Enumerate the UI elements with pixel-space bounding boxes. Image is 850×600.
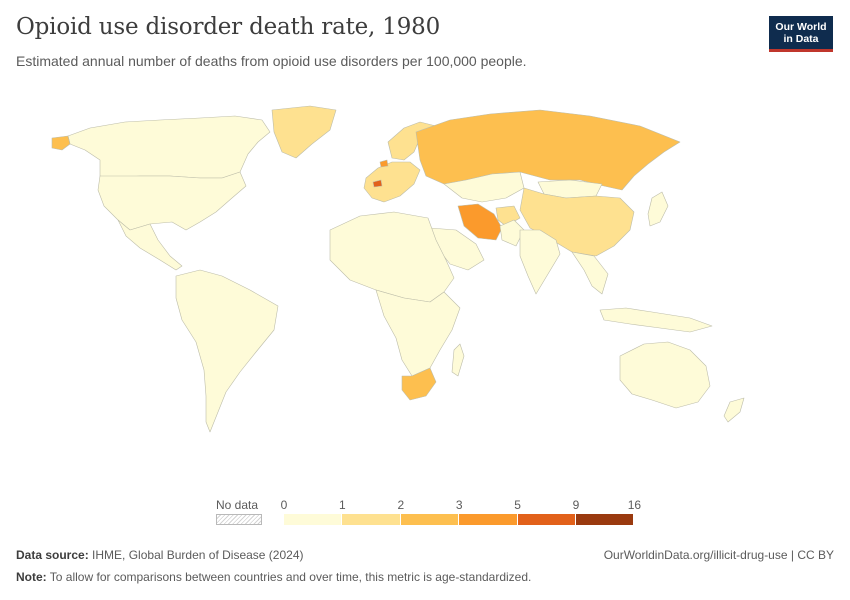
region-se-asia[interactable] xyxy=(571,251,609,295)
region-switzerland[interactable] xyxy=(372,179,383,188)
legend: No data 0 1 2 3 5 9 16 xyxy=(0,497,850,537)
logo-line-2: in Data xyxy=(783,33,819,45)
data-source: Data source: IHME, Global Burden of Dise… xyxy=(16,548,303,562)
region-iran[interactable] xyxy=(457,203,503,241)
legend-bin-0[interactable] xyxy=(284,514,343,525)
region-new-zealand[interactable] xyxy=(723,397,745,423)
legend-tick-label: 1 xyxy=(339,498,346,512)
legend-bin-5[interactable] xyxy=(576,514,635,525)
note: Note: To allow for comparisons between c… xyxy=(16,570,531,584)
region-mexico[interactable] xyxy=(117,219,183,271)
region-netherlands[interactable] xyxy=(379,159,389,168)
region-brazil[interactable] xyxy=(175,269,279,433)
legend-tick-label: 3 xyxy=(455,498,463,512)
world-map[interactable] xyxy=(0,80,850,490)
chart-subtitle: Estimated annual number of deaths from o… xyxy=(16,53,527,69)
region-india[interactable] xyxy=(519,229,561,295)
region-algeria-north-africa[interactable] xyxy=(329,211,455,303)
region-central-africa[interactable] xyxy=(375,289,461,377)
owid-logo[interactable]: Our World in Data xyxy=(769,16,833,52)
note-label: Note: xyxy=(16,570,47,584)
legend-bin-4[interactable] xyxy=(517,514,576,525)
legend-tick-label: 2 xyxy=(397,498,405,512)
logo-line-1: Our World xyxy=(775,21,827,33)
data-source-text: IHME, Global Burden of Disease (2024) xyxy=(92,548,304,562)
region-japan[interactable] xyxy=(647,191,669,227)
region-united-states[interactable] xyxy=(97,171,247,231)
region-europe[interactable] xyxy=(363,161,421,203)
region-south-africa[interactable] xyxy=(401,367,437,401)
legend-bin-2[interactable] xyxy=(400,514,460,525)
legend-no-data-label: No data xyxy=(216,498,259,512)
region-alaska[interactable] xyxy=(51,135,71,151)
legend-tick-label: 5 xyxy=(514,498,521,512)
region-greenland[interactable] xyxy=(271,105,337,159)
note-text: To allow for comparisons between countri… xyxy=(49,570,532,584)
legend-bin-1[interactable] xyxy=(342,514,401,525)
region-madagascar[interactable] xyxy=(451,343,465,377)
region-indonesia[interactable] xyxy=(599,307,713,333)
chart-title: Opioid use disorder death rate, 1980 xyxy=(16,14,441,40)
legend-tick-label: 0 xyxy=(280,498,288,512)
region-australia[interactable] xyxy=(619,341,711,409)
region-russia[interactable] xyxy=(415,109,681,191)
data-source-label: Data source: xyxy=(16,548,89,562)
region-canada[interactable] xyxy=(67,115,271,179)
legend-no-data-swatch[interactable] xyxy=(216,514,262,525)
legend-tick-label: 16 xyxy=(627,498,642,512)
legend-bin-3[interactable] xyxy=(459,514,518,525)
source-url-link[interactable]: OurWorldinData.org/illicit-drug-use | CC… xyxy=(603,548,834,562)
legend-tick-label: 9 xyxy=(572,498,580,512)
